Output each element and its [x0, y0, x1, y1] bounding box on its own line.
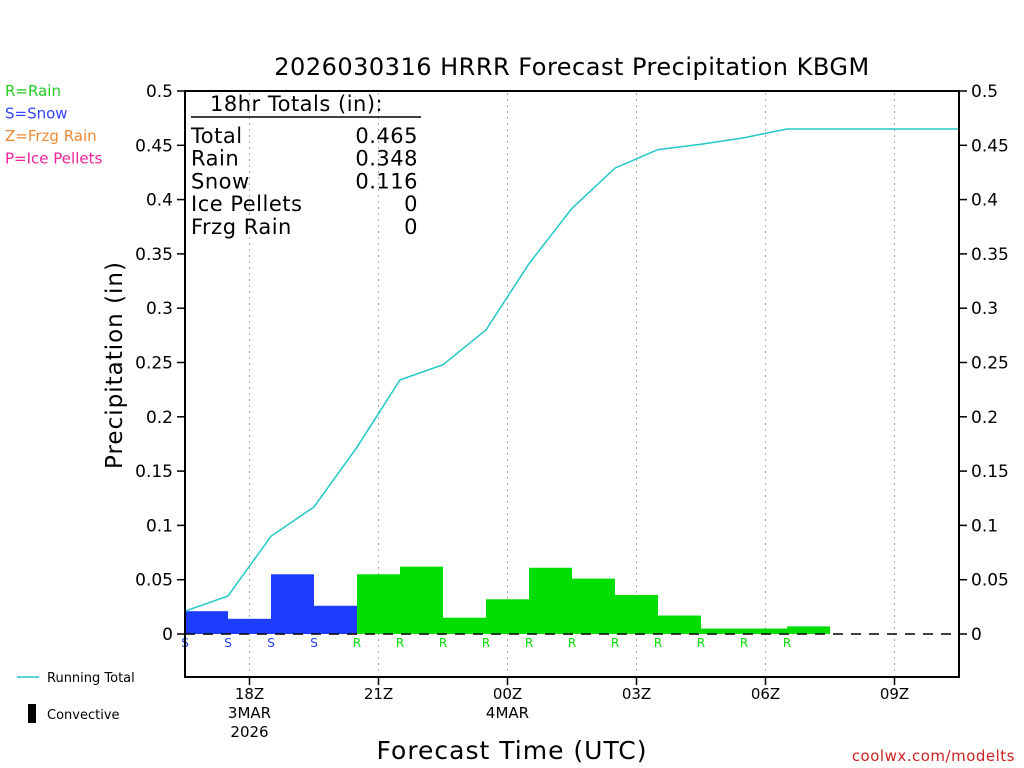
totals-row-value: 0.465: [355, 124, 418, 148]
precip-bars: [185, 566, 830, 634]
x-tick-label: 00Z: [493, 685, 522, 703]
x-tick-label: 4MAR: [486, 704, 529, 722]
y-tick-label: 0.1: [146, 516, 173, 536]
precip-type-label: R: [568, 636, 576, 650]
precip-bar: [658, 615, 701, 634]
totals-row-value: 0.116: [355, 169, 418, 193]
precip-type-label: S: [310, 636, 318, 650]
y-tick-label-right: 0.3: [971, 299, 998, 319]
x-tick-label: 18Z: [235, 685, 264, 703]
precip-bar: [228, 618, 271, 634]
convective-swatch: [28, 704, 36, 723]
precip-type-label: R: [697, 636, 705, 650]
convective-legend-label: Convective: [47, 708, 120, 723]
precip-bar: [400, 566, 443, 634]
y-tick-label-right: 0.1: [971, 516, 998, 536]
type-legend-entry: P=Ice Pellets: [5, 150, 102, 168]
precip-type-label: S: [267, 636, 275, 650]
y-tick-label: 0.3: [146, 299, 173, 319]
series-legend: Running Total Convective: [17, 671, 135, 723]
type-legend-entry: Z=Frzg Rain: [5, 127, 97, 145]
precip-bar: [572, 578, 615, 634]
totals-row-label: Rain: [191, 147, 239, 171]
precip-type-label: S: [224, 636, 232, 650]
y-tick-label-right: 0.4: [971, 191, 998, 211]
y-tick-label: 0.35: [135, 245, 173, 265]
precip-type-label: R: [740, 636, 748, 650]
y-tick-label-right: 0.15: [971, 462, 1009, 482]
y-tick-label: 0.15: [135, 462, 173, 482]
y-tick-label-right: 0.5: [971, 82, 998, 102]
x-tick-label: 06Z: [751, 685, 780, 703]
precip-type-label: R: [783, 636, 791, 650]
precip-type-label: R: [654, 636, 662, 650]
y-tick-label: 0.05: [135, 571, 173, 591]
precip-bar: [486, 599, 529, 634]
y-tick-label: 0.25: [135, 354, 173, 374]
type-legend-entry: R=Rain: [5, 82, 61, 100]
totals-row-label: Frzg Rain: [191, 215, 292, 239]
precip-bar: [271, 574, 314, 634]
precip-bar: [701, 628, 744, 634]
y-axis-right: 0 0.05 0.1 0.15 0.2 0.25 0.3 0.35 0.4 0.45 0.5: [959, 82, 1009, 645]
precip-type-label: R: [611, 636, 619, 650]
precip-bar: [615, 594, 658, 634]
y-tick-label-right: 0.25: [971, 354, 1009, 374]
totals-box: 18hr Totals (in): Total 0.465 Rain 0.348 Sno…: [190, 92, 421, 239]
x-axis-label: Forecast Time (UTC): [377, 736, 648, 765]
precip-type-label: R: [396, 636, 404, 650]
running-total-legend-label: Running Total: [47, 671, 135, 686]
y-tick-label: 0.4: [146, 191, 173, 211]
chart-title: 2026030316 HRRR Forecast Precipitation K…: [274, 53, 869, 81]
running-total-line: [184, 128, 959, 612]
type-legend-entry: S=Snow: [5, 105, 68, 123]
precip-bar: [185, 611, 228, 634]
precip-bar: [744, 628, 787, 634]
precip-bar: [357, 574, 400, 634]
totals-row-label: Snow: [191, 169, 250, 193]
credit-link[interactable]: coolwx.com/modelts: [852, 747, 1015, 765]
x-tick-label: 3MAR: [228, 704, 271, 722]
totals-header: 18hr Totals (in):: [210, 92, 383, 116]
y-tick-label-right: 0: [971, 625, 982, 645]
y-axis-label: Precipitation (in): [102, 261, 128, 469]
x-tick-label: 21Z: [364, 685, 393, 703]
precip-type-label: R: [482, 636, 490, 650]
precip-type-label: R: [439, 636, 447, 650]
y-tick-label-right: 0.2: [971, 408, 998, 428]
y-tick-label: 0.5: [146, 82, 173, 102]
precip-bar: [314, 605, 357, 634]
vertical-gridlines: [249, 93, 895, 675]
totals-rows: Total 0.465 Rain 0.348 Snow 0.116 Ice Pellets 0…: [190, 124, 418, 239]
y-tick-label-right: 0.45: [971, 136, 1009, 156]
y-axis-left: 0 0.05 0.1 0.15 0.2 0.25 0.3 0.35 0.4 0.45 0.5: [135, 82, 185, 645]
totals-row-label: Ice Pellets: [191, 192, 302, 216]
precip-type-legend: R=Rain S=Snow Z=Frzg Rain P=Ice Pellets: [5, 82, 102, 168]
y-tick-label-right: 0.05: [971, 571, 1009, 591]
precip-bar: [529, 567, 572, 634]
y-tick-label: 0.45: [135, 136, 173, 156]
x-tick-label: 2026: [230, 723, 268, 741]
x-tick-label: 03Z: [622, 685, 651, 703]
precip-bar: [443, 617, 486, 634]
totals-row-label: Total: [190, 124, 243, 148]
precip-type-label: R: [353, 636, 361, 650]
totals-row-value: 0.348: [355, 147, 418, 171]
totals-row-value: 0: [404, 192, 418, 216]
x-tick-label: 09Z: [880, 685, 909, 703]
y-tick-label: 0.2: [146, 408, 173, 428]
y-tick-label: 0: [162, 625, 173, 645]
y-tick-label-right: 0.35: [971, 245, 1009, 265]
plot-frame: [184, 90, 960, 678]
precip-bar: [787, 626, 830, 634]
precip-type-label: R: [525, 636, 533, 650]
totals-row-value: 0: [404, 215, 418, 239]
